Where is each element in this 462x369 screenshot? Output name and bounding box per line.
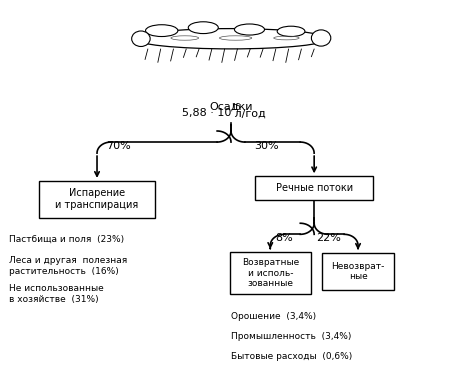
- Text: Не использованные
в хозяйстве  (31%): Не использованные в хозяйстве (31%): [9, 284, 104, 304]
- Ellipse shape: [188, 22, 219, 34]
- Text: 30%: 30%: [254, 141, 279, 151]
- Ellipse shape: [134, 29, 328, 49]
- Text: Бытовые расходы  (0,6%): Бытовые расходы (0,6%): [231, 352, 352, 361]
- Text: 8%: 8%: [275, 233, 292, 243]
- Text: Промышленность  (3,4%): Промышленность (3,4%): [231, 332, 352, 341]
- Text: Речные потоки: Речные потоки: [276, 183, 353, 193]
- Ellipse shape: [311, 30, 331, 46]
- Text: Пастбища и поля  (23%): Пастбища и поля (23%): [9, 234, 124, 243]
- Text: Орошение  (3,4%): Орошение (3,4%): [231, 312, 316, 321]
- FancyBboxPatch shape: [39, 181, 155, 218]
- FancyBboxPatch shape: [230, 252, 310, 294]
- Text: Осадки: Осадки: [209, 102, 253, 112]
- Text: Возвратные
и исполь-
зованные: Возвратные и исполь- зованные: [242, 258, 299, 288]
- Text: 15: 15: [231, 103, 241, 111]
- Ellipse shape: [277, 26, 305, 37]
- Ellipse shape: [132, 31, 150, 46]
- Text: Невозврат-
ные: Невозврат- ные: [331, 262, 385, 281]
- Text: 5,88 · 10: 5,88 · 10: [182, 108, 231, 118]
- Ellipse shape: [146, 25, 178, 37]
- FancyBboxPatch shape: [322, 253, 394, 290]
- Text: Испарение
и транспирация: Испарение и транспирация: [55, 189, 139, 210]
- FancyBboxPatch shape: [255, 176, 373, 200]
- Text: 22%: 22%: [316, 233, 341, 243]
- Text: л/год: л/год: [231, 108, 266, 118]
- Text: 70%: 70%: [106, 141, 131, 151]
- Text: Леса и другая  полезная
растительность  (16%): Леса и другая полезная растительность (1…: [9, 256, 128, 276]
- Ellipse shape: [235, 24, 264, 35]
